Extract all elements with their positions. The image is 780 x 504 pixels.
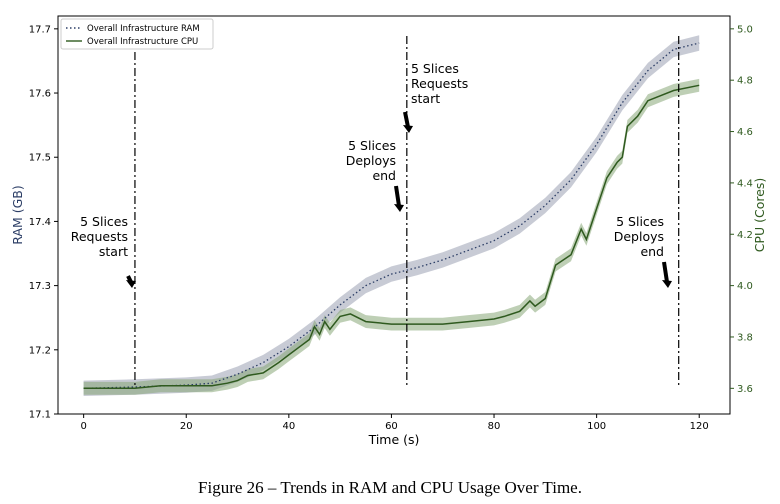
y-right-tick-label: 4.2	[737, 230, 753, 241]
cpu-series-line	[83, 84, 700, 390]
x-tick-label: 60	[385, 421, 398, 432]
y-left-tick-label: 17.7	[29, 24, 51, 35]
legend-label: Overall Infrastructure CPU	[87, 37, 198, 47]
figure-caption: Figure 26 – Trends in RAM and CPU Usage …	[198, 478, 582, 497]
annotation-text: 5 Slices	[616, 214, 664, 229]
y-right-tick-label: 4.6	[737, 127, 753, 138]
annotation-text: end	[372, 168, 396, 183]
annotation-arrowhead	[126, 280, 136, 288]
y-left-tick-label: 17.3	[29, 281, 51, 292]
annotation-text: 5 Slices	[411, 61, 459, 76]
y-right-axis-label: CPU (Cores)	[752, 178, 767, 253]
annotation-text: Deploys	[614, 229, 664, 244]
x-axis-label: Time (s)	[368, 432, 420, 447]
y-left-tick-label: 17.4	[29, 217, 51, 228]
cpu-confidence-band	[83, 78, 700, 395]
y-left-axis-label: RAM (GB)	[10, 185, 25, 245]
x-tick-label: 40	[282, 421, 295, 432]
annotation-text: Requests	[411, 76, 468, 91]
x-tick-label: 80	[488, 421, 501, 432]
annotation-arrow	[394, 185, 401, 207]
annotation-text: start	[411, 91, 440, 106]
y-right-tick-label: 3.6	[737, 384, 753, 395]
ram-series-line	[83, 42, 700, 389]
y-right-tick-label: 5.0	[737, 24, 753, 35]
plot-frame	[57, 15, 731, 415]
x-tick-label: 100	[587, 421, 606, 432]
y-right-tick-label: 4.4	[737, 178, 753, 189]
y-right-tick-label: 3.8	[737, 332, 753, 343]
annotation-text: start	[99, 244, 128, 259]
annotation-arrowhead	[403, 125, 413, 133]
y-left-tick-label: 17.2	[29, 345, 51, 356]
y-left-tick-label: 17.5	[29, 153, 51, 164]
annotation-text: Requests	[71, 229, 128, 244]
y-right-tick-label: 4.0	[737, 281, 753, 292]
x-tick-label: 20	[180, 421, 193, 432]
legend-label: Overall Infrastructure RAM	[87, 24, 200, 34]
legend-box	[60, 18, 214, 50]
annotation-text: 5 Slices	[348, 138, 396, 153]
y-left-tick-label: 17.6	[29, 89, 51, 100]
annotation-text: 5 Slices	[80, 214, 128, 229]
y-left-tick-label: 17.1	[29, 410, 51, 421]
annotation-text: end	[640, 244, 664, 259]
annotation-arrowhead	[662, 280, 672, 288]
annotation-arrow	[662, 261, 669, 283]
y-right-tick-label: 4.8	[737, 76, 753, 87]
annotation-arrowhead	[394, 204, 404, 212]
ram-confidence-band	[83, 35, 700, 397]
annotation-text: Deploys	[346, 153, 396, 168]
x-tick-label: 120	[690, 421, 709, 432]
x-tick-label: 0	[80, 421, 86, 432]
annotation-arrow	[403, 111, 410, 128]
